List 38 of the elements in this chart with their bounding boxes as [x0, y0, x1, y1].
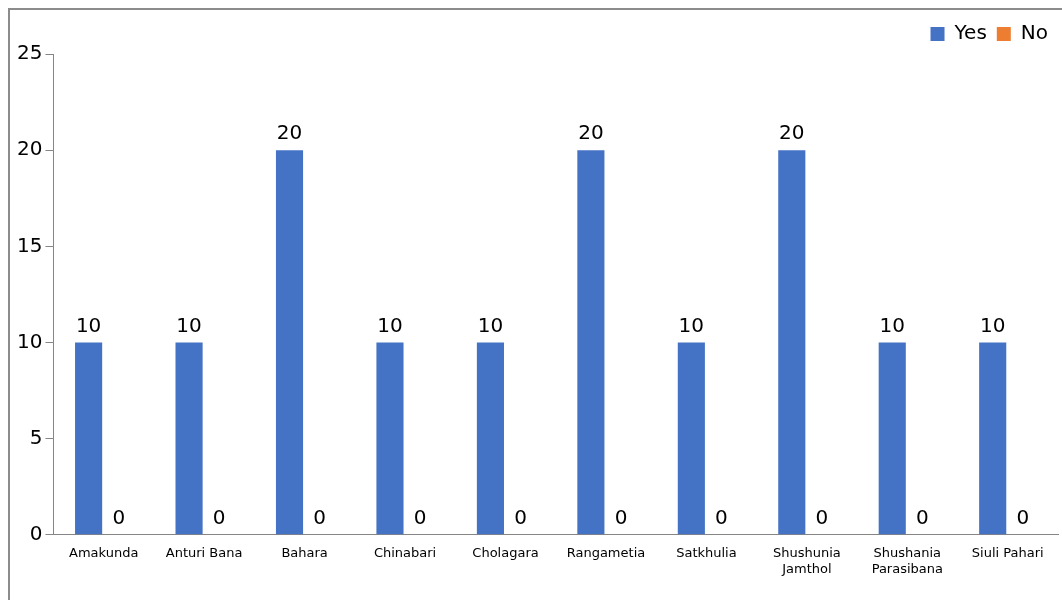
- legend-label: Yes: [953, 20, 987, 45]
- y-tick-label: 0: [29, 521, 43, 545]
- y-tick-label: 20: [17, 136, 43, 161]
- x-tick-label: Anturi Bana: [165, 544, 243, 560]
- data-label: 10: [75, 312, 102, 337]
- data-label: 20: [276, 120, 303, 145]
- data-label: 10: [979, 312, 1006, 337]
- x-tick-label: Cholagara: [472, 544, 539, 560]
- data-label: 0: [1016, 505, 1030, 529]
- data-label: 0: [313, 505, 327, 529]
- x-tick-label: Chinabari: [373, 544, 437, 560]
- data-label: 0: [112, 505, 126, 529]
- data-label: 10: [879, 312, 905, 337]
- legend-label: No: [1020, 20, 1049, 45]
- data-label: 0: [715, 505, 728, 529]
- y-tick-label: 10: [17, 328, 43, 353]
- data-label: 0: [815, 505, 829, 529]
- data-label: 0: [514, 505, 527, 529]
- data-label: 0: [916, 505, 929, 529]
- x-tick-label: Shushania Parasibana: [871, 544, 943, 576]
- data-label: 20: [779, 120, 805, 145]
- data-label: 0: [212, 505, 226, 529]
- data-label: 10: [678, 312, 705, 337]
- x-tick-label: Shushunia Jamthol: [772, 544, 841, 576]
- y-tick-label: 5: [29, 424, 43, 449]
- x-tick-label: Siuli Pahari: [971, 544, 1044, 560]
- x-tick-label: Satkhulia: [676, 544, 737, 560]
- data-label: 10: [477, 312, 504, 337]
- y-tick-label: 15: [17, 232, 43, 257]
- x-tick-label: Amakunda: [69, 544, 139, 560]
- y-tick-label: 25: [17, 40, 43, 65]
- data-label: 0: [614, 505, 628, 529]
- x-tick-label: Bahara: [281, 544, 328, 560]
- x-tick-label: Rangametia: [566, 544, 646, 560]
- data-label: 10: [176, 312, 202, 337]
- data-label: 20: [578, 120, 604, 145]
- data-label: 0: [413, 505, 427, 529]
- data-label: 10: [377, 312, 403, 337]
